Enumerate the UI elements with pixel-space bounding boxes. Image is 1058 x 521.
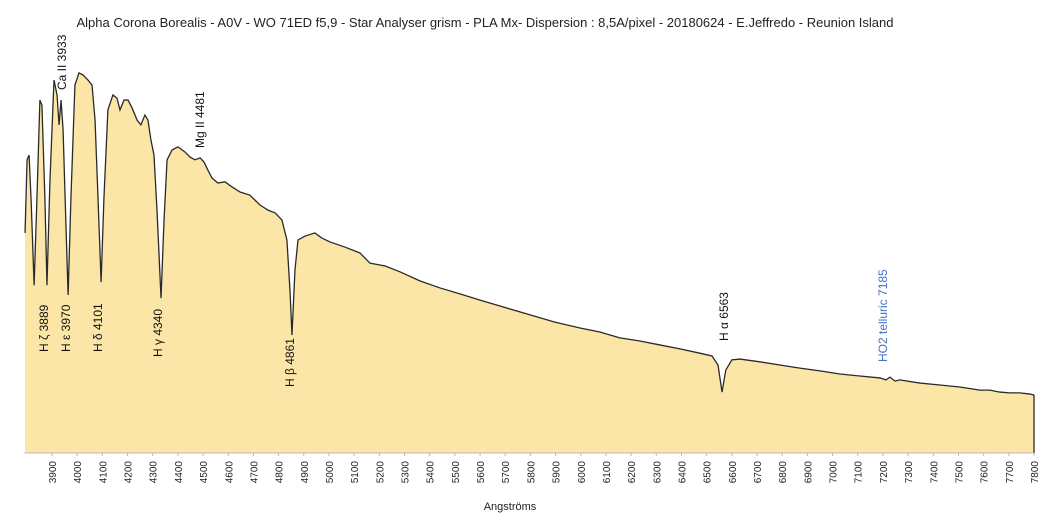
x-tick-label: 5300: [401, 461, 412, 484]
x-tick-label: 4800: [275, 461, 286, 484]
x-tick-label: 7200: [879, 461, 890, 484]
x-tick-label: 7000: [829, 461, 840, 484]
x-axis-label: Angströms: [484, 501, 537, 513]
x-tick-label: 5900: [552, 461, 563, 484]
x-tick-label: 5700: [501, 461, 512, 484]
x-tick-label: 5000: [325, 461, 336, 484]
x-tick-label: 4500: [199, 461, 210, 484]
x-tick-label: 6000: [577, 461, 588, 484]
x-tick-label: 7600: [980, 461, 991, 484]
x-tick-label: 4700: [249, 461, 260, 484]
x-tick-label: 6600: [728, 461, 739, 484]
x-tick-label: 4400: [174, 461, 185, 484]
area-fill: [25, 72, 1035, 454]
x-tick-label: 6800: [778, 461, 789, 484]
x-tick-label: 4200: [124, 461, 135, 484]
annotation: H δ 4101: [91, 303, 105, 352]
annotation: H β 4861: [283, 338, 297, 387]
x-tick-label: 7700: [1005, 461, 1016, 484]
x-tick-label: 5500: [451, 461, 462, 484]
annotation: H ζ 3889: [37, 304, 51, 352]
annotation: Mg II 4481: [193, 91, 207, 148]
x-tick-label: 7500: [954, 461, 965, 484]
x-tick-label: 6200: [627, 461, 638, 484]
x-tick-label: 5400: [426, 461, 437, 484]
annotation: H ε 3970: [59, 304, 73, 352]
x-tick-label: 5600: [476, 461, 487, 484]
x-tick-label: 7400: [929, 461, 940, 484]
x-tick-label: 5800: [526, 461, 537, 484]
x-tick-label: 7800: [1030, 461, 1041, 484]
x-tick-label: 7100: [854, 461, 865, 484]
chart-title: Alpha Corona Borealis - A0V - WO 71ED f5…: [77, 15, 894, 30]
spectrum-line: [24, 72, 1034, 396]
x-tick-label: 7300: [904, 461, 915, 484]
x-tick-label: 6500: [703, 461, 714, 484]
annotation: HO2 telluric 7185: [876, 269, 890, 362]
x-tick-label: 4900: [300, 461, 311, 484]
x-tick-label: 6300: [652, 461, 663, 484]
x-tick-label: 4100: [98, 461, 109, 484]
x-tick-label: 3900: [48, 461, 59, 484]
x-tick-label: 6400: [677, 461, 688, 484]
x-tick-label: 5200: [375, 461, 386, 484]
x-tick-label: 4300: [149, 461, 160, 484]
x-tick-label: 6900: [803, 461, 814, 484]
x-tick-label: 4000: [73, 461, 84, 484]
x-tick-label: 5100: [350, 461, 361, 484]
annotation: H α 6563: [717, 292, 731, 341]
annotation: H γ 4340: [151, 309, 165, 357]
x-tick-label: 6100: [602, 461, 613, 484]
annotation: Ca II 3933: [55, 34, 69, 90]
x-tick-label: 4600: [224, 461, 235, 484]
x-tick-label: 6700: [753, 461, 764, 484]
